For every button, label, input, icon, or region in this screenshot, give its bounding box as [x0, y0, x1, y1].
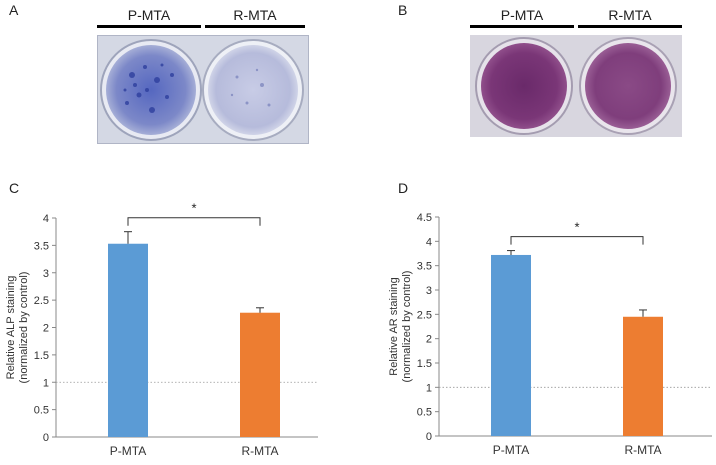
x-tick-label: P-MTA [110, 444, 146, 458]
x-tick-label: P-MTA [493, 443, 529, 457]
y-tick-label: 3 [43, 268, 49, 280]
y-tick-label: 1 [426, 382, 432, 394]
y-tick-label: 2.5 [417, 309, 432, 321]
panel-b-header-line-p [470, 25, 574, 28]
y-axis-label: Relative ALP staining(normalized by cont… [5, 272, 30, 384]
y-tick-label: 2 [43, 323, 49, 335]
y-tick-label: 1.5 [417, 358, 432, 370]
y-tick-label: 0.5 [417, 407, 432, 419]
y-tick-label: 1 [43, 377, 49, 389]
bar-p-mta [108, 243, 148, 437]
y-axis-label-line: Relative AR staining [388, 277, 400, 375]
panel-letter-d: D [398, 180, 409, 196]
y-axis-label-line: Relative ALP staining [5, 276, 17, 380]
significance-marker: * [191, 201, 196, 216]
bar-r-mta [623, 316, 663, 436]
y-tick-label: 1.5 [34, 350, 49, 362]
panel-letter-c: C [9, 180, 20, 196]
significance-marker: * [574, 220, 579, 235]
alp-stained-wells-photo [97, 35, 309, 144]
panel-a-header-r-mta: R-MTA [233, 7, 277, 23]
panel-b-header-p-mta: P-MTA [500, 7, 544, 23]
y-tick-label: 0 [426, 431, 432, 443]
y-tick-label: 2.5 [34, 295, 49, 307]
y-tick-label: 4 [43, 213, 49, 225]
y-tick-label: 3.5 [417, 261, 432, 273]
ar-bar-chart: 0 0.5 1 1.5 2 2.5 3 3.5 4 4.5 P-MTA R-MTA * Relative … [388, 212, 712, 457]
y-tick-label: 4 [426, 236, 432, 248]
y-tick-label: 2 [426, 334, 432, 346]
panel-a-header-line-r [205, 25, 305, 28]
alp-bar-chart: 0 0.5 1 1.5 2 2.5 3 3.5 4 P-MTA R-MTA * Relative ALP… [5, 201, 318, 458]
y-tick-label: 0 [43, 432, 49, 444]
y-axis-label-line: (normalized by control) [18, 272, 30, 384]
panel-letter-b: B [398, 2, 408, 18]
y-tick-label: 3 [426, 285, 432, 297]
panel-a-header-line-p [97, 25, 201, 28]
ar-stained-wells-photo [470, 35, 682, 137]
y-tick-label: 3.5 [34, 240, 49, 252]
significance-bracket [127, 217, 261, 226]
y-axis-label-line: (normalized by control) [401, 271, 413, 383]
panel-a-header-p-mta: P-MTA [127, 7, 171, 23]
y-axis-label: Relative AR staining(normalized by contr… [388, 271, 413, 383]
panel-letter-a: A [9, 2, 19, 18]
bar-p-mta [491, 254, 531, 436]
bar-r-mta [240, 312, 280, 437]
y-tick-label: 4.5 [417, 212, 432, 224]
x-tick-label: R-MTA [241, 444, 278, 458]
x-tick-label: R-MTA [624, 443, 661, 457]
panel-b-header-line-r [578, 25, 682, 28]
panel-b-header-r-mta: R-MTA [608, 7, 652, 23]
significance-bracket [510, 236, 644, 245]
y-tick-label: 0.5 [34, 405, 49, 417]
